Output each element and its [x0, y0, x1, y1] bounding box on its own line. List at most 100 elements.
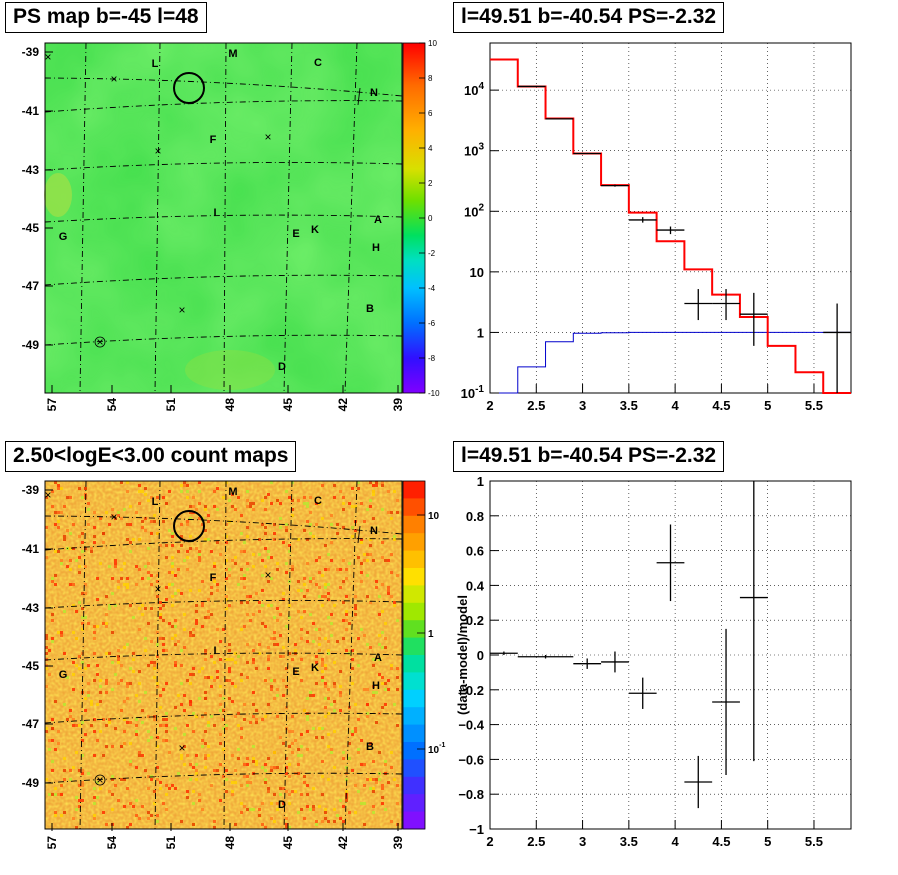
count-pixel	[357, 637, 360, 640]
longitude-line	[79, 42, 87, 394]
count-pixel	[99, 730, 102, 733]
count-pixel	[117, 682, 120, 685]
count-pixel	[327, 616, 330, 619]
count-pixel	[249, 619, 252, 622]
count-pixel	[54, 814, 57, 817]
count-pixel	[174, 574, 177, 577]
count-pixel	[225, 541, 228, 544]
count-pixel	[234, 562, 237, 565]
count-pixel	[255, 760, 258, 763]
count-pixel	[147, 787, 150, 790]
colorbar-band	[403, 689, 425, 708]
count-pixel	[69, 568, 72, 571]
count-pixel	[126, 721, 129, 724]
count-pixel	[126, 523, 129, 526]
count-pixel	[54, 511, 57, 514]
count-pixel	[117, 580, 120, 583]
count-pixel	[348, 562, 351, 565]
count-pixel	[195, 778, 198, 781]
count-pixel	[378, 673, 381, 676]
count-pixel	[138, 754, 141, 757]
count-pixel	[54, 523, 57, 526]
count-pixel	[270, 577, 273, 580]
count-pixel	[132, 658, 135, 661]
count-pixel	[123, 805, 126, 808]
count-pixel	[156, 682, 159, 685]
count-pixel	[360, 571, 363, 574]
count-pixel	[246, 562, 249, 565]
count-pixel	[162, 718, 165, 721]
x-tick-label: 39	[391, 836, 405, 850]
count-pixel	[306, 505, 309, 508]
y-tick-label: 0	[477, 648, 484, 663]
count-pixel	[267, 655, 270, 658]
count-pixel	[168, 490, 171, 493]
count-pixel	[261, 559, 264, 562]
source-label: F	[210, 572, 217, 584]
count-pixel	[174, 619, 177, 622]
count-pixel	[285, 790, 288, 793]
count-pixel	[45, 667, 48, 670]
count-pixel	[162, 739, 165, 742]
x-tick-label: 5	[764, 834, 771, 849]
count-pixel	[204, 508, 207, 511]
count-pixel	[186, 790, 189, 793]
count-pixel	[120, 778, 123, 781]
count-pixel	[189, 589, 192, 592]
count-pixel	[144, 691, 147, 694]
count-pixel	[129, 541, 132, 544]
count-pixel	[84, 616, 87, 619]
count-pixel	[225, 679, 228, 682]
source-cross: ×	[110, 510, 117, 524]
count-pixel	[138, 700, 141, 703]
count-pixel	[54, 811, 57, 814]
count-pixel	[276, 607, 279, 610]
count-pixel	[261, 718, 264, 721]
count-pixel	[45, 727, 48, 730]
count-pixel	[156, 496, 159, 499]
count-pixel	[372, 694, 375, 697]
count-pixel	[288, 763, 291, 766]
colorbar-band	[403, 550, 425, 569]
count-pixel	[63, 811, 66, 814]
count-pixel	[351, 505, 354, 508]
count-pixel	[213, 724, 216, 727]
count-pixel	[231, 781, 234, 784]
count-pixel	[183, 484, 186, 487]
count-pixel	[252, 757, 255, 760]
count-pixel	[180, 523, 183, 526]
source-label: K	[311, 224, 319, 236]
count-pixel	[345, 595, 348, 598]
count-pixel	[279, 517, 282, 520]
count-pixel	[135, 694, 138, 697]
colorbar-band	[403, 568, 425, 586]
count-pixel	[129, 721, 132, 724]
count-pixel	[243, 718, 246, 721]
count-pixel	[273, 523, 276, 526]
count-pixel	[174, 706, 177, 709]
count-pixel	[384, 646, 387, 649]
count-pixel	[81, 784, 84, 787]
count-pixel	[123, 646, 126, 649]
count-pixel	[168, 787, 171, 790]
count-pixel	[204, 505, 207, 508]
count-pixel	[219, 703, 222, 706]
count-pixel	[216, 628, 219, 631]
count-pixel	[360, 739, 363, 742]
count-pixel	[234, 685, 237, 688]
count-pixel	[99, 517, 102, 520]
count-pixel	[372, 664, 375, 667]
count-pixel	[81, 616, 84, 619]
count-pixel	[117, 658, 120, 661]
count-pixel	[57, 511, 60, 514]
count-pixel	[357, 751, 360, 754]
count-pixel	[186, 724, 189, 727]
count-pixel	[327, 733, 330, 736]
count-pixel	[108, 652, 111, 655]
count-pixel	[111, 688, 114, 691]
count-pixel	[333, 484, 336, 487]
count-pixel	[237, 583, 240, 586]
count-pixel	[147, 664, 150, 667]
source-label: A	[374, 652, 382, 664]
count-pixel	[276, 688, 279, 691]
